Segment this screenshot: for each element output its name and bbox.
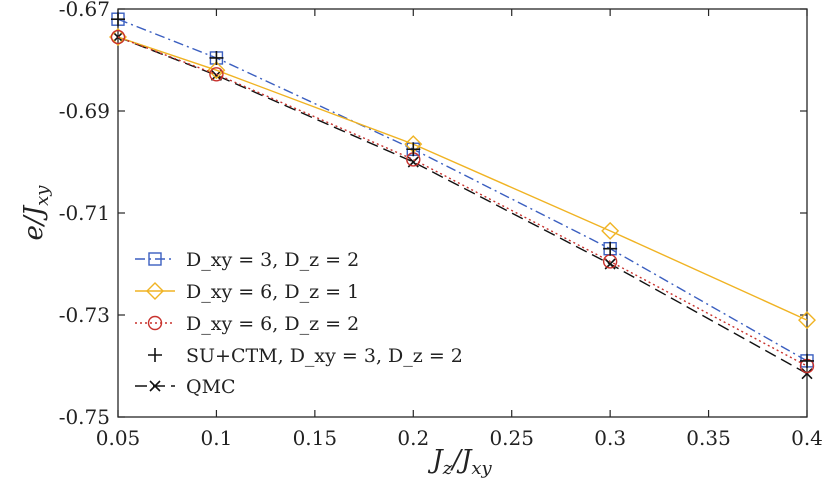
x-tick-label: 0.3: [594, 426, 626, 450]
legend-marker: [146, 282, 164, 300]
data-point: [406, 142, 421, 157]
y-tick-label: -0.75: [59, 405, 110, 429]
data-point: [603, 241, 618, 256]
data-point: [801, 368, 813, 380]
legend-label: D_xy = 6, D_z = 1: [186, 281, 359, 303]
legend-marker: [147, 315, 163, 331]
legend-label: QMC: [186, 376, 236, 398]
legend-label: D_xy = 3, D_z = 2: [186, 249, 359, 271]
legend-marker: [149, 380, 161, 392]
x-tick-label: 0.4: [791, 426, 823, 450]
series-line: [117, 36, 808, 375]
x-tick-label: 0.35: [686, 426, 731, 450]
x-axis-label: Jz/Jxy: [427, 445, 492, 479]
series-3: [111, 12, 814, 368]
y-tick-label: -0.69: [59, 99, 110, 123]
x-tick-label: 0.05: [96, 426, 141, 450]
series-line: [117, 36, 808, 367]
data-point: [601, 221, 620, 240]
data-point: [110, 29, 126, 45]
x-tick-label: 0.15: [293, 426, 338, 450]
legend-marker: [148, 348, 162, 362]
legend-marker: [148, 252, 162, 266]
legend-entry: D_xy = 3, D_z = 2: [135, 249, 359, 271]
legend-label: D_xy = 6, D_z = 2: [186, 313, 359, 335]
legend-entry: SU+CTM, D_xy = 3, D_z = 2: [148, 345, 463, 367]
legend-label: SU+CTM, D_xy = 3, D_z = 2: [186, 345, 463, 367]
data-point: [207, 61, 226, 80]
y-tick-label: -0.71: [59, 201, 110, 225]
y-axis-ticks: -0.67 -0.69 -0.71 -0.73 -0.75: [59, 0, 807, 429]
x-tick-label: 0.25: [489, 426, 534, 450]
y-tick-label: -0.73: [59, 303, 110, 327]
data-point: [800, 353, 814, 368]
data-point: [111, 12, 125, 27]
data-point: [798, 311, 816, 330]
x-tick-label: 0.2: [397, 426, 429, 450]
legend-entry: QMC: [135, 376, 236, 398]
series-layer: [109, 12, 816, 380]
x-axis-ticks: 0.05 0.1 0.15 0.2 0.25 0.3 0.35 0.4: [96, 9, 823, 450]
data-point: [209, 67, 224, 82]
data-point: [209, 50, 224, 65]
y-axis-label: e/Jxy: [19, 185, 53, 241]
legend: D_xy = 3, D_z = 2 D_xy = 6, D_z = 1 D_xy =…: [135, 249, 463, 398]
y-tick-label: -0.67: [59, 0, 110, 21]
legend-entry: D_xy = 6, D_z = 1: [135, 281, 359, 303]
legend-entry: D_xy = 6, D_z = 2: [135, 313, 359, 335]
x-tick-label: 0.1: [201, 426, 233, 450]
